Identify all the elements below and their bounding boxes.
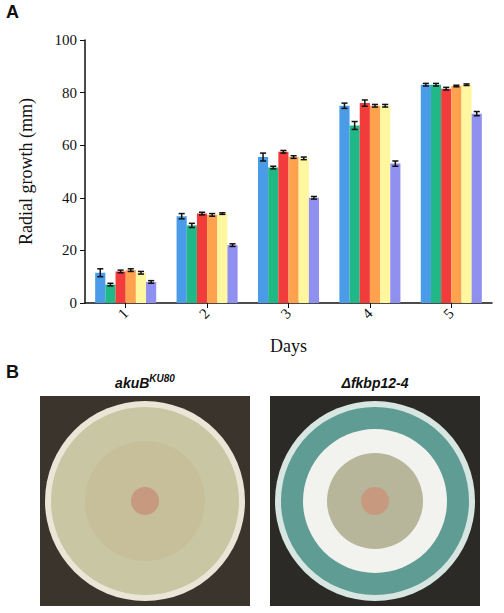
svg-text:60: 60 bbox=[62, 137, 77, 153]
svg-text:40: 40 bbox=[62, 190, 77, 206]
svg-text:3: 3 bbox=[278, 305, 295, 322]
svg-text:20: 20 bbox=[62, 242, 77, 258]
svg-text:4: 4 bbox=[359, 305, 376, 322]
html-text:A: A bbox=[6, 2, 19, 22]
svg-text:akuBKU80: akuBKU80 bbox=[115, 373, 175, 391]
svg-text:100: 100 bbox=[55, 32, 78, 48]
svg-text:Δfkbp12-4: Δfkbp12-4 bbox=[341, 375, 409, 391]
svg-text:80: 80 bbox=[62, 85, 77, 101]
svg-text:2: 2 bbox=[196, 305, 213, 322]
svg-text:Radial growth (mm): Radial growth (mm) bbox=[16, 98, 37, 245]
svg-text:Days: Days bbox=[270, 336, 307, 356]
svg-text:1: 1 bbox=[115, 305, 132, 322]
svg-text:5: 5 bbox=[440, 305, 457, 322]
svg-text:B: B bbox=[6, 362, 19, 382]
svg-text:0: 0 bbox=[70, 295, 78, 311]
